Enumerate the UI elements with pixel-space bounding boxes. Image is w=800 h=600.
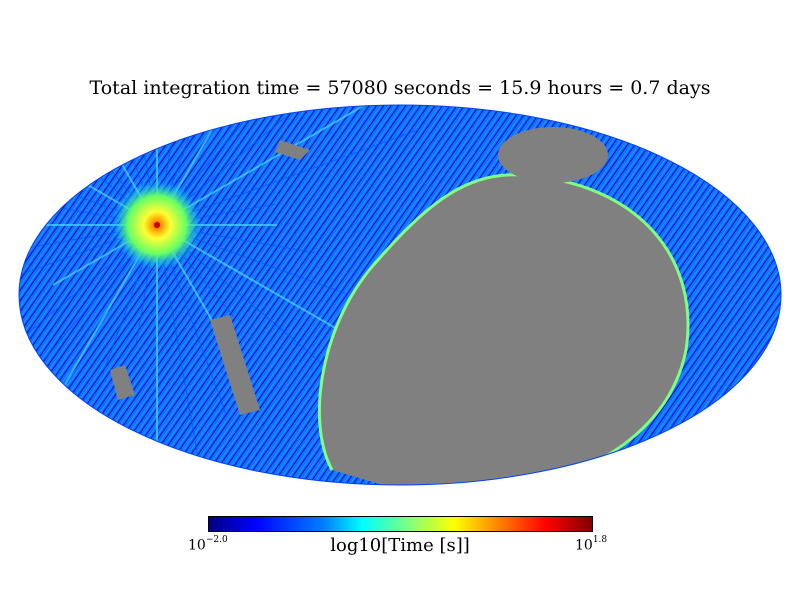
map-outline — [18, 104, 782, 486]
scan-streak — [156, 105, 254, 226]
hotspot-core — [154, 222, 160, 228]
scan-streak — [156, 128, 421, 226]
colorbar-max-label: 101.8 — [575, 535, 608, 554]
page-title: Total integration time = 57080 seconds =… — [89, 77, 711, 99]
unobserved-region-large — [319, 174, 688, 485]
colorbar — [208, 516, 593, 532]
scan-streak — [19, 105, 158, 226]
colorbar-min-label: 10−2.0 — [188, 535, 228, 554]
gap-strip-left — [110, 140, 310, 415]
colorbar-label: log10[Time [s]] — [330, 535, 470, 556]
scan-streak — [19, 224, 158, 406]
unobserved-region-top-right — [498, 127, 608, 183]
